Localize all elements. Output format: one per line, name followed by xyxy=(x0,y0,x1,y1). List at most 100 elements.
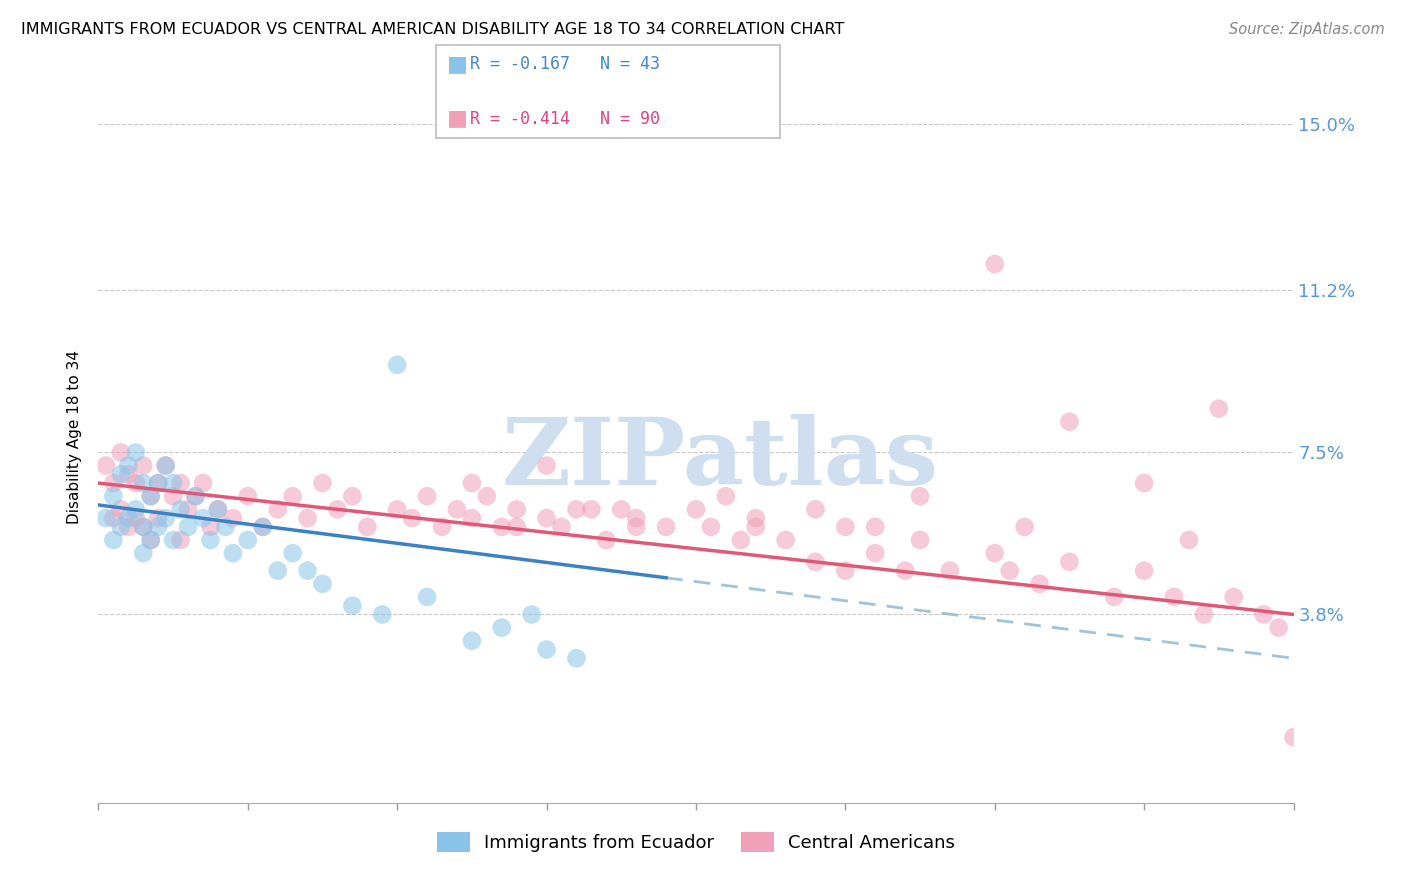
Point xyxy=(610,502,633,516)
Point xyxy=(311,576,333,591)
Point xyxy=(536,458,558,473)
Point xyxy=(148,476,170,491)
Point xyxy=(745,520,768,534)
Text: ■: ■ xyxy=(447,109,468,128)
Text: Source: ZipAtlas.com: Source: ZipAtlas.com xyxy=(1229,22,1385,37)
Point xyxy=(103,511,125,525)
Point xyxy=(655,520,678,534)
Point xyxy=(184,489,207,503)
Point xyxy=(565,651,588,665)
Point xyxy=(236,489,259,503)
Point xyxy=(132,476,155,491)
Point xyxy=(865,520,887,534)
Point xyxy=(626,520,648,534)
Point xyxy=(110,502,132,516)
Point xyxy=(700,520,723,534)
Point xyxy=(252,520,274,534)
Point xyxy=(804,502,827,516)
Point xyxy=(581,502,603,516)
Point xyxy=(1059,415,1081,429)
Point xyxy=(125,511,148,525)
Point xyxy=(730,533,752,547)
Point xyxy=(139,489,162,503)
Point xyxy=(908,489,931,503)
Point xyxy=(184,489,207,503)
Point xyxy=(371,607,394,622)
Point xyxy=(191,476,214,491)
Text: IMMIGRANTS FROM ECUADOR VS CENTRAL AMERICAN DISABILITY AGE 18 TO 34 CORRELATION : IMMIGRANTS FROM ECUADOR VS CENTRAL AMERI… xyxy=(21,22,845,37)
Point xyxy=(595,533,617,547)
Point xyxy=(155,458,177,473)
Point xyxy=(446,502,468,516)
Point xyxy=(461,633,484,648)
Point xyxy=(834,564,856,578)
Point xyxy=(103,533,125,547)
Point xyxy=(94,458,117,473)
Point xyxy=(385,502,409,516)
Point xyxy=(1028,576,1050,591)
Point xyxy=(162,533,184,547)
Point xyxy=(155,458,177,473)
Point xyxy=(132,458,155,473)
Point xyxy=(148,476,170,491)
Point xyxy=(1104,590,1126,604)
Point xyxy=(804,555,827,569)
Point xyxy=(139,533,162,547)
Point xyxy=(139,533,162,547)
Point xyxy=(132,520,155,534)
Text: R = -0.414   N = 90: R = -0.414 N = 90 xyxy=(470,110,659,128)
Point xyxy=(475,489,498,503)
Point xyxy=(222,546,245,560)
Point xyxy=(908,533,931,547)
Point xyxy=(1133,564,1156,578)
Point xyxy=(491,621,513,635)
Point xyxy=(148,520,170,534)
Point xyxy=(865,546,887,560)
Point xyxy=(342,489,364,503)
Point xyxy=(117,520,139,534)
Text: ZIPatlas: ZIPatlas xyxy=(502,414,938,504)
Point xyxy=(1014,520,1036,534)
Point xyxy=(236,533,259,547)
Point xyxy=(894,564,917,578)
Point xyxy=(506,502,529,516)
Point xyxy=(385,358,409,372)
Point xyxy=(1059,555,1081,569)
Point xyxy=(132,520,155,534)
Point xyxy=(536,642,558,657)
Point xyxy=(565,502,588,516)
Point xyxy=(1133,476,1156,491)
Text: R = -0.167   N = 43: R = -0.167 N = 43 xyxy=(470,55,659,73)
Point xyxy=(745,511,768,525)
Point xyxy=(200,533,222,547)
Point xyxy=(214,520,236,534)
Point xyxy=(110,467,132,482)
Point xyxy=(169,476,191,491)
Point xyxy=(311,476,333,491)
Point xyxy=(162,489,184,503)
Point xyxy=(103,489,125,503)
Point xyxy=(491,520,513,534)
Point xyxy=(401,511,423,525)
Point xyxy=(94,511,117,525)
Point xyxy=(132,546,155,560)
Point xyxy=(1178,533,1201,547)
Point xyxy=(169,502,191,516)
Point xyxy=(281,489,304,503)
Point xyxy=(148,511,170,525)
Point xyxy=(222,511,245,525)
Point xyxy=(550,520,572,534)
Point xyxy=(281,546,304,560)
Point xyxy=(1208,401,1230,416)
Point xyxy=(775,533,797,547)
Point xyxy=(117,467,139,482)
Point xyxy=(430,520,453,534)
Point xyxy=(200,520,222,534)
Point xyxy=(626,511,648,525)
Point xyxy=(177,520,200,534)
Legend: Immigrants from Ecuador, Central Americans: Immigrants from Ecuador, Central America… xyxy=(430,824,962,860)
Point xyxy=(1192,607,1215,622)
Point xyxy=(162,476,184,491)
Point xyxy=(177,502,200,516)
Point xyxy=(207,502,229,516)
